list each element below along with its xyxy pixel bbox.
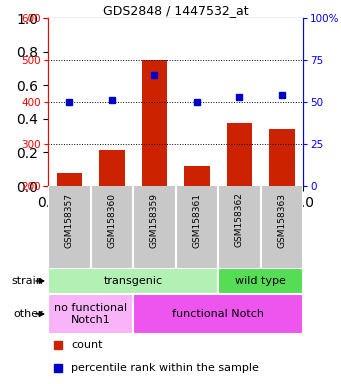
Text: functional Notch: functional Notch xyxy=(172,309,264,319)
Bar xyxy=(142,60,167,186)
Text: wild type: wild type xyxy=(235,276,286,286)
Text: GSM158362: GSM158362 xyxy=(235,192,244,247)
Bar xyxy=(99,150,124,186)
Bar xyxy=(57,174,82,186)
Text: percentile rank within the sample: percentile rank within the sample xyxy=(71,363,259,373)
Text: other: other xyxy=(13,309,43,319)
Text: GSM158357: GSM158357 xyxy=(65,192,74,248)
Text: count: count xyxy=(71,340,102,350)
Title: GDS2848 / 1447532_at: GDS2848 / 1447532_at xyxy=(103,4,248,17)
Bar xyxy=(48,268,218,294)
Bar xyxy=(226,123,252,186)
Text: GSM158360: GSM158360 xyxy=(107,192,116,248)
Bar xyxy=(48,294,133,334)
Text: GSM158361: GSM158361 xyxy=(192,192,201,248)
Bar xyxy=(133,294,303,334)
Text: strain: strain xyxy=(11,276,43,286)
Bar xyxy=(184,166,209,186)
Bar xyxy=(218,268,303,294)
Bar xyxy=(269,129,295,186)
Text: no functional
Notch1: no functional Notch1 xyxy=(54,303,127,325)
Text: GSM158359: GSM158359 xyxy=(150,192,159,248)
Text: GSM158363: GSM158363 xyxy=(277,192,286,248)
Text: transgenic: transgenic xyxy=(103,276,163,286)
